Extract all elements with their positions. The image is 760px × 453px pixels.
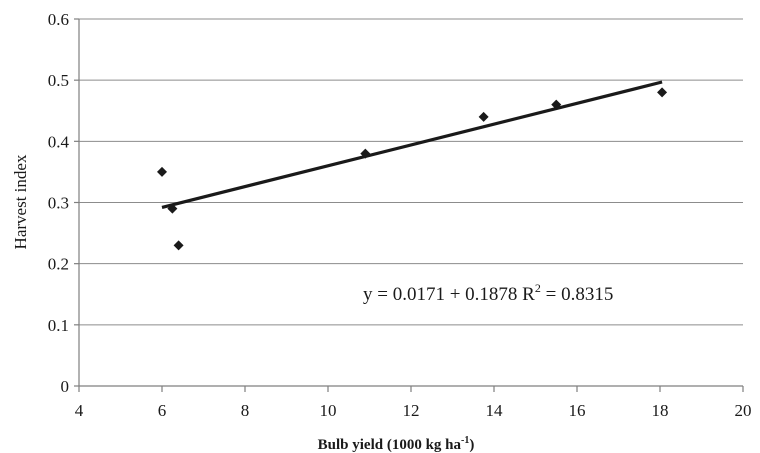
- data-point-marker: [657, 87, 668, 98]
- tick-labels: 0 0.1 0.2 0.3 0.4 0.5 0.6 4 6 8 10 12 14 16 18 20: [48, 10, 752, 420]
- data-point-marker: [478, 111, 489, 122]
- y-tick-label: 0.1: [48, 316, 69, 335]
- y-tick-label: 0: [61, 377, 70, 396]
- x-tick-label: 18: [652, 401, 669, 420]
- y-axis-title: Harvest index: [11, 154, 30, 249]
- gridlines: [79, 18, 743, 326]
- y-tick-label: 0.6: [48, 10, 69, 29]
- data-point-marker: [360, 148, 371, 159]
- data-point-marker: [157, 166, 167, 177]
- x-tick-label: 10: [320, 401, 337, 420]
- data-point-marker: [551, 99, 562, 110]
- data-point-marker: [167, 203, 178, 214]
- y-tick-label: 0.2: [48, 255, 69, 274]
- data-point-marker: [173, 240, 184, 251]
- x-tick-label: 6: [158, 401, 167, 420]
- trendline: [161, 80, 663, 209]
- regression-equation: y = 0.0171 + 0.1878 R2 = 0.8315: [363, 281, 613, 305]
- y-tick-label: 0.5: [48, 71, 69, 90]
- trendline-group: [161, 80, 663, 209]
- x-tick-label: 20: [735, 401, 752, 420]
- data-points: [157, 87, 668, 251]
- x-axis-title: Bulb yield (1000 kg ha-1): [318, 435, 475, 453]
- x-tick-label: 4: [75, 401, 84, 420]
- x-tick-label: 16: [569, 401, 586, 420]
- y-tick-label: 0.3: [48, 194, 69, 213]
- x-tick-label: 8: [241, 401, 250, 420]
- x-tick-label: 12: [403, 401, 420, 420]
- y-tick-label: 0.4: [48, 132, 70, 151]
- x-tick-label: 14: [486, 401, 504, 420]
